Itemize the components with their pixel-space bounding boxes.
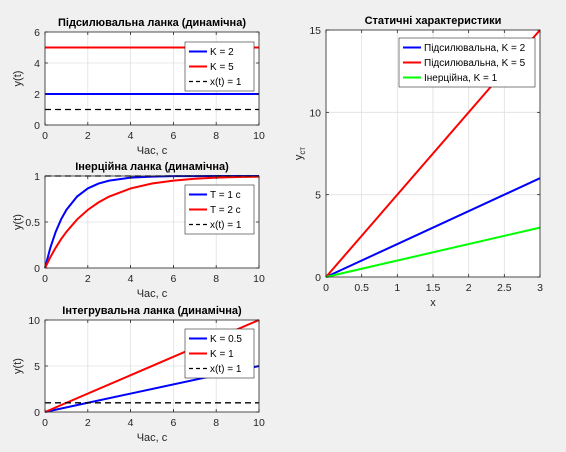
legend-label: T = 2 с (210, 205, 241, 216)
legend-label: Підсилювальна, K = 5 (424, 58, 526, 69)
axes-box (44, 31, 260, 126)
y-axis-label: y(t) (12, 358, 24, 374)
x-axis-label: Час, с (137, 145, 168, 157)
x-tick-label: 0 (42, 273, 48, 285)
legend-label: x(t) = 1 (210, 220, 242, 231)
x-axis-label: x (430, 297, 436, 309)
x-tick-label: 1 (394, 282, 400, 294)
x-axis-label: Час, с (137, 288, 168, 300)
y-axis-label-text: y(t) (12, 358, 24, 374)
x-tick-label: 2 (85, 130, 91, 142)
x-tick-label: 10 (253, 130, 265, 142)
y-tick-label: 0 (315, 272, 321, 284)
y-axis-label-text: y(t) (12, 71, 24, 87)
y-tick-label: 0 (34, 407, 40, 419)
legend: T = 1 с T = 2 с x(t) = 1 (184, 184, 255, 235)
series-line-3 (325, 226, 541, 278)
x-tick-label: 0.5 (354, 282, 369, 294)
legend: K = 0.5 K = 1 x(t) = 1 (184, 328, 255, 379)
y-tick-label: 6 (34, 27, 40, 39)
x-tick-label: 2.5 (497, 282, 512, 294)
legend-label: x(t) = 1 (210, 77, 242, 88)
x-tick-label: 0 (42, 417, 48, 429)
x-tick-label: 10 (253, 273, 265, 285)
legend: K = 2 K = 5 x(t) = 1 (184, 41, 255, 92)
legend-label: Інерційна, K = 1 (424, 73, 498, 84)
x-tick-label: 8 (213, 130, 219, 142)
x-tick-label: 8 (213, 417, 219, 429)
y-axis-label: y(t) (12, 71, 24, 87)
chart-title: Інтегрувальна ланка (динамічна) (62, 305, 242, 317)
legend-box (398, 37, 536, 88)
legend-label: T = 1 с (210, 190, 241, 201)
y-axis-label-subscript: ст (298, 147, 307, 155)
y-tick-label: 0 (34, 263, 40, 275)
x-tick-label: 4 (128, 130, 134, 142)
x-tick-label: 4 (128, 417, 134, 429)
x-tick-label: 3 (537, 282, 543, 294)
legend-label: Підсилювальна, K = 2 (424, 43, 526, 54)
series-line-1 (325, 177, 541, 278)
y-axis-label: yст (293, 147, 307, 161)
x-tick-label: 4 (128, 273, 134, 285)
legend-label: K = 0.5 (210, 334, 242, 345)
series-line-2 (44, 175, 260, 269)
legend-label: K = 1 (210, 349, 234, 360)
x-tick-label: 8 (213, 273, 219, 285)
x-tick-label: 2 (85, 273, 91, 285)
y-axis-label: y(t) (12, 214, 24, 230)
chart-title: Інерційна ланка (динамічна) (75, 161, 229, 173)
chart-amp: 0 2 4 6 8 10 0 2 4 6 Підсилювальна ланка (динамічн… (12, 17, 265, 157)
x-tick-label: 1.5 (426, 282, 441, 294)
y-tick-label: 5 (315, 190, 321, 202)
chart-integ: 0 2 4 6 8 10 0 5 10 Інтегрувальна ланка (динамічн… (12, 305, 265, 444)
y-tick-label: 5 (34, 361, 40, 373)
y-tick-label: 15 (309, 25, 321, 37)
x-tick-label: 0 (42, 130, 48, 142)
legend-label: K = 5 (210, 62, 234, 73)
y-tick-label: 4 (34, 58, 40, 70)
x-tick-label: 2 (466, 282, 472, 294)
chart-title: Статичні характеристики (365, 15, 502, 27)
y-axis-label-text: y(t) (12, 214, 24, 230)
y-tick-label: 2 (34, 89, 40, 101)
legend-label: x(t) = 1 (210, 364, 242, 375)
y-tick-label: 10 (28, 315, 40, 327)
y-tick-label: 0 (34, 120, 40, 132)
y-tick-label: 10 (309, 107, 321, 119)
x-tick-label: 6 (170, 417, 176, 429)
legend-label: K = 2 (210, 47, 234, 58)
chart-title: Підсилювальна ланка (динамічна) (58, 17, 246, 29)
legend: Підсилювальна, K = 2 Підсилювальна, K = 5… (398, 37, 536, 88)
x-tick-label: 6 (170, 273, 176, 285)
x-tick-label: 10 (253, 417, 265, 429)
y-tick-label: 1 (34, 171, 40, 183)
x-axis-label: Час, с (137, 432, 168, 444)
y-tick-label: 0.5 (25, 217, 40, 229)
x-tick-label: 6 (170, 130, 176, 142)
x-tick-label: 0 (323, 282, 329, 294)
chart-inert: 0 2 4 6 8 10 0 0.5 1 Інерційна ланка (динамічна) Ч… (12, 161, 265, 300)
chart-static: 0 0.5 1 1.5 2 2.5 3 0 5 10 15 Статичні характеристи… (293, 15, 543, 309)
x-tick-label: 2 (85, 417, 91, 429)
y-axis-label-text: y (293, 154, 305, 160)
